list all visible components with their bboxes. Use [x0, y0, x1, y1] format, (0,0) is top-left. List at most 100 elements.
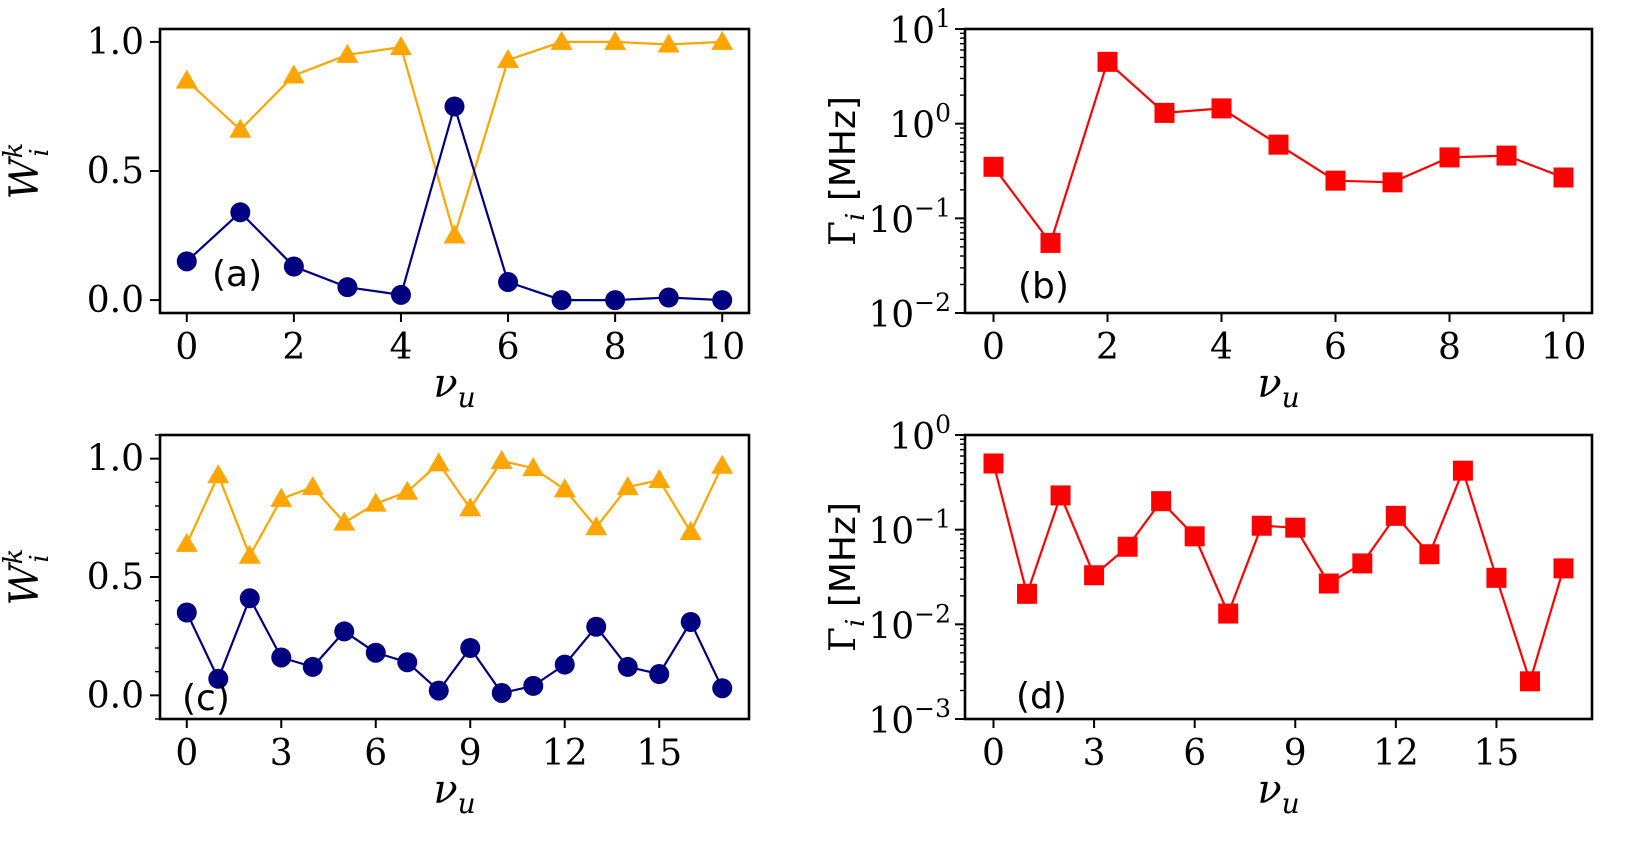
data-point	[1553, 558, 1574, 579]
panel-tag: (c)	[182, 678, 230, 719]
x-tick-label: 8	[1438, 327, 1461, 368]
data-point	[551, 290, 572, 311]
plot-frame	[963, 27, 1594, 315]
x-tick-label: 3	[1083, 733, 1106, 774]
x-tick-label: 2	[1096, 327, 1119, 368]
data-point	[1268, 134, 1289, 155]
data-point	[1382, 172, 1403, 193]
data-point	[1097, 51, 1118, 72]
y-axis-label: Γi [MHz]	[823, 502, 871, 652]
x-tick-label: 0	[982, 327, 1005, 368]
x-tick-label: 2	[282, 327, 305, 368]
data-point	[1117, 536, 1138, 557]
data-point	[1325, 170, 1346, 191]
y-axis-label: Wki	[0, 549, 55, 606]
y-tick-label: 100	[889, 410, 951, 458]
x-tick-label: 0	[982, 733, 1005, 774]
data-point	[1519, 671, 1540, 692]
data-point	[497, 48, 520, 68]
data-point	[1385, 505, 1406, 526]
data-point	[427, 452, 450, 472]
x-tick-label: 15	[636, 733, 682, 774]
data-point	[428, 680, 449, 701]
x-tick-label: 9	[459, 733, 482, 774]
data-point	[270, 487, 293, 507]
data-point	[176, 602, 197, 623]
x-tick-label: 6	[497, 327, 520, 368]
data-point	[1486, 567, 1507, 588]
data-point	[712, 678, 733, 699]
data-point	[302, 656, 323, 677]
data-point	[207, 464, 230, 484]
x-tick-label: 10	[1541, 327, 1587, 368]
data-point	[460, 638, 481, 658]
x-tick-label: 0	[175, 327, 198, 368]
data-point	[333, 511, 356, 531]
data-point	[604, 30, 627, 50]
y-tick-label: 10−3	[868, 694, 951, 742]
data-point	[649, 664, 670, 685]
x-axis-label: νu	[433, 361, 475, 414]
plot-frame	[158, 433, 751, 721]
y-tick-label: 0.0	[87, 675, 144, 716]
data-point	[1496, 145, 1517, 166]
data-point	[605, 290, 626, 311]
x-tick-label: 6	[1183, 733, 1206, 774]
data-point	[1084, 565, 1105, 586]
data-point	[1251, 515, 1272, 536]
data-point	[389, 36, 412, 56]
data-point	[444, 96, 465, 117]
chart-panel-d: 0 3 6 9 12 15 10−3 10−2 10−1 100 (d) νu Γi [MHz]	[823, 410, 1594, 820]
x-tick-label: 15	[1474, 733, 1520, 774]
x-tick-label: 12	[542, 733, 588, 774]
x-tick-label: 3	[270, 733, 293, 774]
x-tick-label: 6	[1324, 327, 1347, 368]
data-point	[1285, 517, 1306, 538]
data-point	[336, 43, 359, 63]
x-tick-label: 8	[604, 327, 627, 368]
y-axis-label: Γi [MHz]	[823, 96, 871, 246]
data-point	[1211, 98, 1232, 119]
data-point	[522, 457, 545, 477]
series-line	[186, 40, 723, 240]
data-point	[1352, 553, 1373, 574]
data-point	[208, 668, 229, 689]
data-point	[1154, 102, 1175, 123]
data-point	[648, 468, 671, 488]
y-tick-label: 10−2	[868, 599, 951, 647]
chart-panel-b: 0 2 4 6 8 10 10−2 10−1 100 101 (b) νu Γi [MHz]	[823, 4, 1594, 414]
data-point	[1184, 526, 1205, 547]
data-point	[711, 30, 734, 50]
y-tick-label: 1.0	[87, 439, 144, 480]
data-point	[680, 611, 701, 632]
data-point	[1218, 603, 1239, 624]
data-point	[397, 652, 418, 673]
panel-tag: (d)	[1016, 676, 1067, 717]
series-line	[185, 459, 724, 559]
y-tick-label: 0.0	[87, 280, 144, 321]
data-point	[585, 516, 608, 536]
y-tick-label: 10−1	[868, 505, 951, 553]
panel-tag: (a)	[212, 254, 262, 295]
data-point	[617, 656, 638, 677]
y-tick-label: 101	[889, 4, 951, 52]
data-point	[282, 64, 305, 84]
data-point	[554, 654, 575, 675]
x-axis-label: νu	[433, 767, 475, 820]
plot-frame	[963, 433, 1594, 721]
y-tick-label: 10−2	[868, 288, 951, 336]
data-point	[679, 521, 702, 541]
data-point	[490, 450, 513, 470]
x-tick-label: 10	[699, 327, 745, 368]
chart-panel-c: 0 3 6 9 12 15 0.0 0.5 1.0 (c) νu Wki	[0, 433, 751, 820]
data-point	[1318, 573, 1339, 594]
data-point	[983, 156, 1004, 177]
data-point	[1452, 460, 1473, 481]
data-point	[1050, 485, 1071, 506]
chart-panel-a: 0 2 4 6 8 10 0.0 0.5 1.0 (a) νu Wki	[0, 22, 751, 414]
data-point	[301, 476, 324, 496]
data-point	[711, 454, 734, 474]
data-point	[364, 492, 387, 512]
y-axis-label: Wki	[0, 143, 55, 200]
